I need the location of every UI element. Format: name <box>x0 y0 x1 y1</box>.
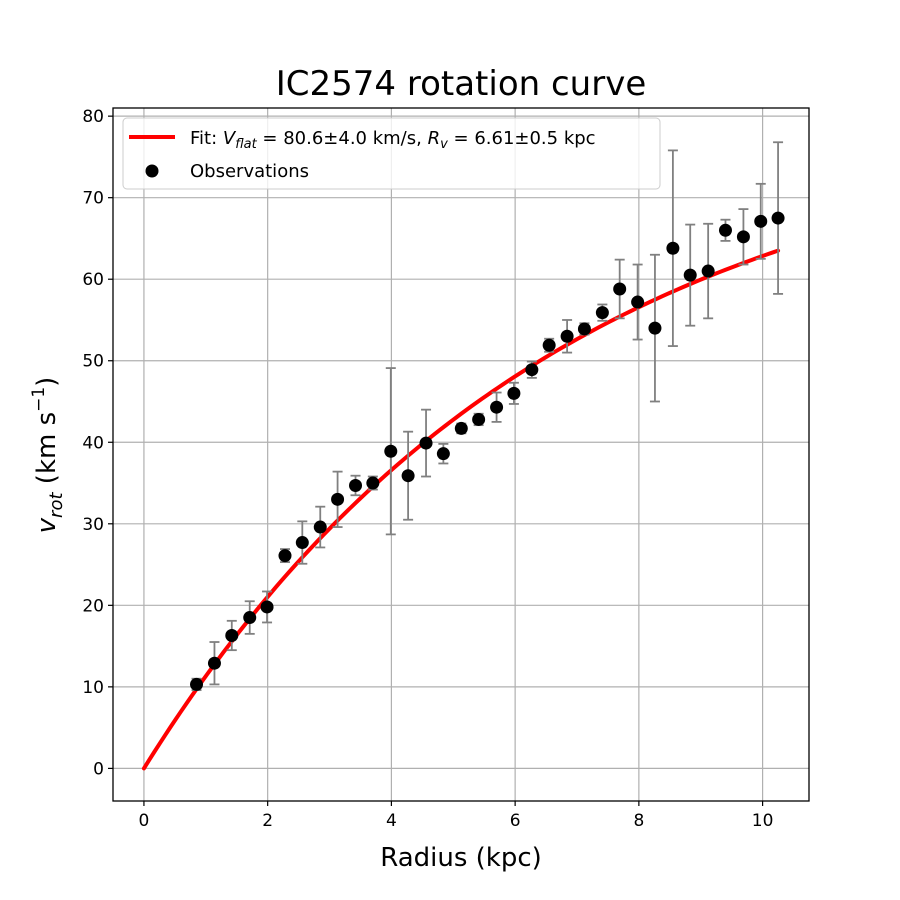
y-tick-label: 70 <box>82 189 104 209</box>
x-tick-label: 4 <box>386 811 397 831</box>
data-point <box>754 214 768 228</box>
data-point <box>207 656 221 670</box>
y-tick-label: 30 <box>82 515 104 535</box>
data-point <box>490 400 504 414</box>
x-tick-label: 8 <box>633 811 644 831</box>
data-point <box>613 282 627 296</box>
x-ticks: 0 2 4 6 8 10 <box>139 801 774 831</box>
data-point <box>436 447 450 461</box>
data-point <box>525 363 539 377</box>
y-ticks: 0 10 20 30 40 50 60 70 80 <box>82 107 113 779</box>
data-point <box>190 677 204 691</box>
fit-curve <box>141 248 781 771</box>
x-tick-label: 2 <box>262 811 273 831</box>
data-point <box>331 492 345 506</box>
x-tick-label: 10 <box>752 811 774 831</box>
y-tick-label: 0 <box>93 759 104 779</box>
data-point <box>577 322 591 336</box>
data-point <box>666 241 680 255</box>
data-point <box>472 412 486 426</box>
y-tick-label: 50 <box>82 352 104 372</box>
legend-observations-label: Observations <box>190 161 309 182</box>
plot-frame <box>112 107 810 802</box>
data-point <box>631 295 645 309</box>
data-point <box>384 444 398 458</box>
y-tick-label: 10 <box>82 678 104 698</box>
data-point <box>595 306 609 320</box>
legend-box <box>122 117 661 190</box>
data-point <box>718 223 732 237</box>
data-point <box>349 478 363 492</box>
data-point <box>507 386 521 400</box>
x-axis-label: Radius (kpc) <box>380 843 542 873</box>
chart-title: IC2574 rotation curve <box>276 64 647 104</box>
y-tick-label: 80 <box>82 107 104 127</box>
data-point <box>313 520 327 534</box>
y-tick-label: 20 <box>82 596 104 616</box>
data-point <box>419 436 433 450</box>
x-tick-label: 0 <box>139 811 150 831</box>
data-point <box>560 329 574 343</box>
data-point <box>401 469 415 483</box>
data-point <box>648 321 662 335</box>
y-axis-label: vrot (km s−1) <box>29 377 67 534</box>
data-point <box>260 600 274 614</box>
legend-observations-marker <box>145 164 159 178</box>
data-point <box>736 230 750 244</box>
data-point <box>366 476 380 490</box>
legend: Fit: Vflat = 80.6±4.0 km/s, Rv = 6.61±0.… <box>122 117 661 190</box>
x-tick-label: 6 <box>510 811 521 831</box>
data-point <box>701 264 715 278</box>
data-point <box>454 421 468 435</box>
data-points <box>190 211 785 691</box>
y-tick-label: 40 <box>82 433 104 453</box>
data-point <box>243 611 257 625</box>
y-tick-label: 60 <box>82 270 104 290</box>
data-point <box>683 268 697 282</box>
fit-curve-layer <box>141 248 781 771</box>
errorbars <box>191 141 784 692</box>
data-point <box>295 536 309 550</box>
data-point <box>771 211 785 225</box>
grid <box>113 108 809 801</box>
data-point <box>278 549 292 563</box>
legend-fit-label: Fit: Vflat = 80.6±4.0 km/s, Rv = 6.61±0.… <box>190 128 596 152</box>
data-point <box>225 628 239 642</box>
data-point <box>542 338 556 352</box>
